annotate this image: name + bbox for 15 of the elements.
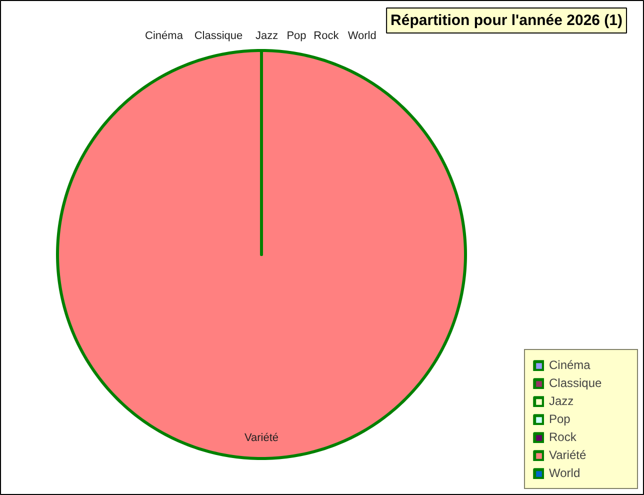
legend-label: Jazz — [549, 394, 575, 408]
slice-label: Variété — [244, 432, 279, 444]
legend-label: Variété — [549, 448, 588, 462]
category-label: Classique — [194, 30, 243, 42]
legend-label: Cinéma — [549, 358, 592, 372]
category-label: Pop — [286, 30, 306, 42]
legend-label: World — [549, 466, 582, 480]
category-label: Cinéma — [145, 30, 183, 42]
category-label: World — [348, 30, 376, 42]
category-label: Rock — [314, 30, 339, 42]
legend-label: Pop — [549, 412, 572, 426]
category-label: Jazz — [255, 30, 278, 42]
legend-label: Rock — [549, 430, 578, 444]
chart-title: Répartition pour l'année 2026 (1) — [390, 12, 623, 29]
legend-label: Classique — [549, 376, 603, 390]
